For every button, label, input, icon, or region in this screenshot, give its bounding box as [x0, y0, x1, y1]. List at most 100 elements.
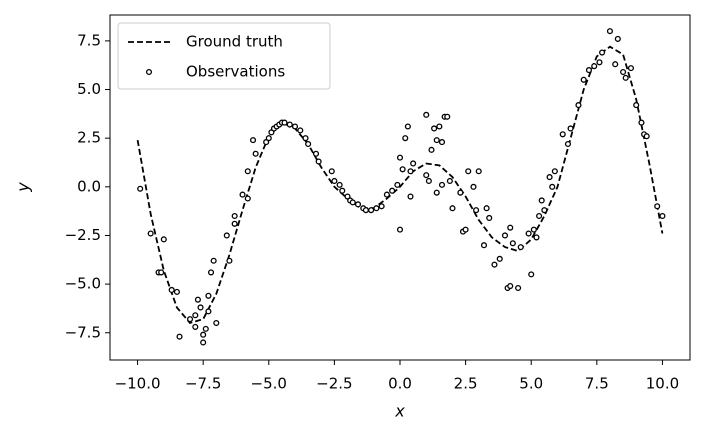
observation	[194, 296, 201, 303]
observation	[213, 319, 220, 327]
observation	[383, 191, 390, 198]
observation	[462, 226, 469, 233]
x-tick-label: −2.5	[316, 375, 352, 393]
observation	[244, 168, 251, 175]
observation	[423, 111, 430, 118]
observation	[483, 205, 490, 212]
observation	[328, 168, 335, 175]
observation	[186, 316, 194, 323]
observation	[249, 137, 257, 144]
observation	[389, 187, 396, 194]
x-tick-label: 10.0	[646, 375, 679, 393]
observation	[438, 139, 446, 146]
legend-marker	[145, 68, 153, 76]
observation	[200, 331, 207, 338]
observation	[223, 232, 230, 239]
observation	[567, 125, 574, 132]
y-tick-label: −2.5	[65, 226, 101, 244]
observation	[378, 203, 385, 210]
observation	[606, 28, 614, 35]
x-tick-label: −7.5	[185, 375, 221, 393]
y-axis-label: y	[14, 182, 33, 193]
observation	[362, 207, 369, 214]
observation	[436, 123, 443, 130]
observation	[457, 189, 464, 196]
observation	[614, 35, 621, 42]
observation	[339, 187, 346, 194]
observation	[599, 49, 606, 56]
observation	[291, 123, 299, 130]
y-tick-label: 2.5	[77, 129, 101, 147]
observation	[137, 185, 144, 192]
observation	[546, 174, 553, 181]
observation	[349, 199, 356, 206]
observation	[659, 212, 666, 220]
observation	[549, 183, 556, 190]
observation	[627, 65, 635, 72]
observation	[564, 140, 572, 148]
observation	[525, 230, 532, 237]
ground-truth-line	[136, 45, 664, 325]
observation	[473, 207, 480, 214]
observation	[431, 125, 438, 132]
observation	[423, 172, 430, 179]
observation	[226, 257, 233, 264]
legend-box	[117, 22, 331, 90]
observation	[297, 127, 304, 134]
observation	[354, 201, 362, 208]
observation	[425, 177, 432, 185]
observation	[585, 67, 593, 74]
observation	[515, 284, 522, 292]
legend-label: Observations	[186, 63, 285, 81]
observation	[205, 308, 212, 315]
observation	[197, 304, 204, 311]
observation	[444, 113, 451, 120]
observation	[433, 137, 440, 144]
observation	[192, 312, 199, 319]
observation	[404, 123, 411, 130]
x-tick-label: 2.5	[454, 375, 478, 393]
observation	[428, 146, 435, 153]
observation	[176, 333, 183, 340]
observation	[396, 154, 404, 161]
x-tick-label: 7.5	[585, 375, 609, 393]
observation	[580, 76, 587, 83]
observation	[315, 158, 322, 165]
observation	[654, 203, 661, 210]
observation	[396, 226, 404, 233]
legend-label: Ground truth	[186, 33, 283, 51]
observation	[465, 168, 472, 175]
observation	[168, 286, 175, 293]
observation	[407, 168, 414, 175]
observation	[200, 339, 207, 346]
observation	[173, 288, 180, 295]
observation	[231, 220, 238, 227]
observation	[202, 325, 209, 332]
observation	[541, 207, 548, 214]
observation	[496, 255, 503, 262]
plot-frame	[109, 14, 691, 361]
observation	[207, 269, 215, 276]
observation	[507, 224, 514, 231]
observation	[596, 59, 603, 66]
observation	[210, 257, 217, 264]
observation	[509, 240, 516, 247]
observation	[501, 232, 509, 239]
observation	[312, 150, 320, 157]
y-tick-label: 0.0	[77, 177, 101, 195]
observation	[281, 119, 288, 126]
observation	[470, 183, 477, 190]
observation	[410, 160, 417, 167]
observation	[394, 181, 401, 188]
observation	[480, 242, 488, 249]
observation	[158, 269, 165, 276]
observation	[638, 119, 645, 126]
observation	[205, 292, 212, 299]
observation	[559, 131, 566, 138]
observation	[475, 168, 482, 175]
observation	[528, 271, 535, 278]
observation	[517, 244, 524, 251]
observation	[147, 230, 154, 237]
observation	[551, 168, 558, 175]
